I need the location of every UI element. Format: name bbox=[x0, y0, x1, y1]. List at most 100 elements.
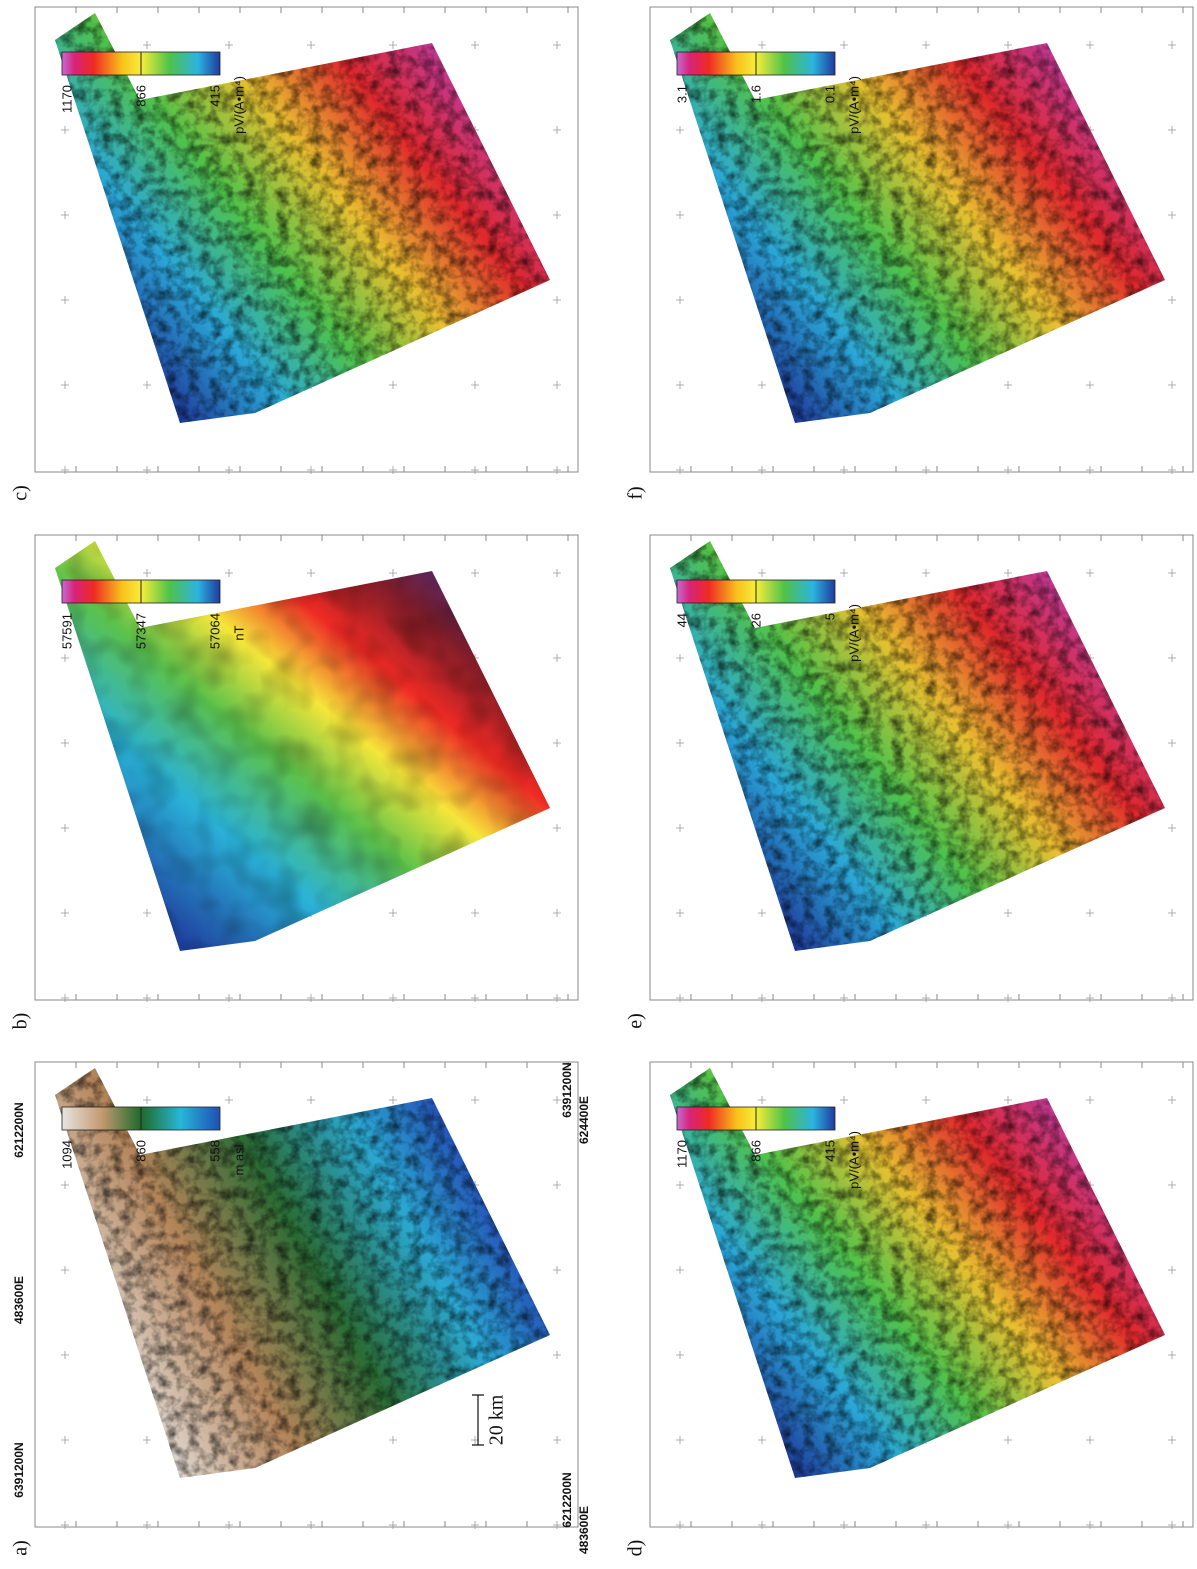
grid-cross bbox=[1086, 1096, 1094, 1104]
grid-cross bbox=[61, 296, 69, 304]
grid-cross bbox=[553, 739, 561, 747]
grid-cross bbox=[389, 1096, 397, 1104]
grid-cross bbox=[61, 466, 69, 474]
colorbar-label: 860 bbox=[133, 1140, 148, 1162]
colorbar-unit: pV/(A•m⁴) bbox=[846, 604, 861, 662]
grid-cross bbox=[307, 994, 315, 1002]
colorbar-label: 57064 bbox=[207, 613, 222, 649]
grid-cross bbox=[143, 1436, 151, 1444]
grid-cross bbox=[922, 41, 930, 49]
grid-cross bbox=[922, 994, 930, 1002]
grid-cross bbox=[758, 1096, 766, 1104]
grid-cross bbox=[758, 41, 766, 49]
grid-cross bbox=[1168, 41, 1176, 49]
grid-cross bbox=[922, 569, 930, 577]
grid-cross bbox=[676, 1521, 684, 1529]
grid-cross bbox=[1168, 126, 1176, 134]
panel-label: e) bbox=[625, 1013, 647, 1029]
grid-cross bbox=[1168, 1436, 1176, 1444]
colorbar-label: 3.1 bbox=[674, 85, 689, 103]
panel-label: d) bbox=[625, 1540, 647, 1557]
colorbar-unit: pV/(A•m⁴) bbox=[846, 76, 861, 134]
grid-cross bbox=[553, 994, 561, 1002]
grid-cross bbox=[225, 1521, 233, 1529]
grid-cross bbox=[1086, 569, 1094, 577]
colorbar-label: 26 bbox=[748, 613, 763, 627]
grid-cross bbox=[307, 41, 315, 49]
grid-cross bbox=[1168, 466, 1176, 474]
grid-cross bbox=[553, 1436, 561, 1444]
grid-cross bbox=[553, 654, 561, 662]
colorbar-label: 44 bbox=[674, 613, 689, 627]
grid-cross bbox=[471, 466, 479, 474]
grid-cross bbox=[389, 569, 397, 577]
scale-bar-label: 20 km bbox=[486, 1394, 508, 1445]
map-panel: 44 26 5 pV/(A•m⁴) e) bbox=[625, 534, 1194, 1029]
colorbar-label: 1170 bbox=[59, 85, 74, 113]
grid-cross bbox=[553, 211, 561, 219]
grid-cross bbox=[471, 569, 479, 577]
grid-cross bbox=[307, 466, 315, 474]
corner-coordinate: 6391200N bbox=[12, 1442, 26, 1497]
grid-cross bbox=[922, 1521, 930, 1529]
grid-cross bbox=[758, 1521, 766, 1529]
grid-cross bbox=[840, 569, 848, 577]
grid-cross bbox=[143, 1096, 151, 1104]
grid-cross bbox=[143, 994, 151, 1002]
grid-cross bbox=[471, 1096, 479, 1104]
grid-cross bbox=[553, 126, 561, 134]
colorbar-label: 415 bbox=[822, 1140, 837, 1162]
grid-cross bbox=[389, 41, 397, 49]
grid-cross bbox=[922, 1096, 930, 1104]
grid-cross bbox=[389, 466, 397, 474]
grid-cross bbox=[1086, 994, 1094, 1002]
grid-cross bbox=[840, 41, 848, 49]
grid-cross bbox=[553, 1521, 561, 1529]
grid-cross bbox=[1086, 41, 1094, 49]
grid-cross bbox=[143, 41, 151, 49]
grid-cross bbox=[676, 296, 684, 304]
grid-cross bbox=[1086, 909, 1094, 917]
corner-coordinate: 483600E bbox=[12, 1276, 26, 1324]
colorbar-unit: nT bbox=[231, 625, 246, 640]
colorbar-label: 0.1 bbox=[822, 85, 837, 103]
panel-frame bbox=[649, 534, 1194, 1001]
map-panel: 1170 866 415 pV/(A•m⁴) c) bbox=[10, 6, 579, 501]
grid-cross bbox=[676, 824, 684, 832]
grid-cross bbox=[553, 1096, 561, 1104]
corner-coordinate: 624400E bbox=[577, 1096, 591, 1144]
colorbar-label: 866 bbox=[133, 85, 148, 107]
panel-frame bbox=[649, 1061, 1194, 1528]
grid-cross bbox=[922, 466, 930, 474]
grid-cross bbox=[471, 909, 479, 917]
grid-cross bbox=[676, 466, 684, 474]
colorbar-label: 1170 bbox=[674, 1140, 689, 1168]
grid-cross bbox=[307, 569, 315, 577]
grid-cross bbox=[840, 994, 848, 1002]
panel-frame bbox=[34, 1061, 579, 1528]
panel-frame bbox=[34, 6, 579, 473]
grid-cross bbox=[1004, 569, 1012, 577]
grid-cross bbox=[389, 1521, 397, 1529]
grid-cross bbox=[676, 739, 684, 747]
grid-cross bbox=[553, 41, 561, 49]
grid-cross bbox=[1086, 1436, 1094, 1444]
grid-cross bbox=[676, 211, 684, 219]
grid-cross bbox=[1086, 1521, 1094, 1529]
grid-cross bbox=[1168, 1181, 1176, 1189]
grid-cross bbox=[1004, 909, 1012, 917]
grid-cross bbox=[758, 466, 766, 474]
grid-cross bbox=[389, 994, 397, 1002]
map-panel: 3.1 1.6 0.1 pV/(A•m⁴) f) bbox=[625, 6, 1194, 500]
grid-cross bbox=[1168, 569, 1176, 577]
grid-cross bbox=[1168, 1266, 1176, 1274]
grid-cross bbox=[471, 41, 479, 49]
grid-cross bbox=[61, 211, 69, 219]
grid-cross bbox=[61, 909, 69, 917]
colorbar-label: 415 bbox=[207, 85, 222, 107]
colorbar-unit: pV/(A•m⁴) bbox=[231, 76, 246, 134]
grid-cross bbox=[676, 1181, 684, 1189]
grid-cross bbox=[676, 994, 684, 1002]
